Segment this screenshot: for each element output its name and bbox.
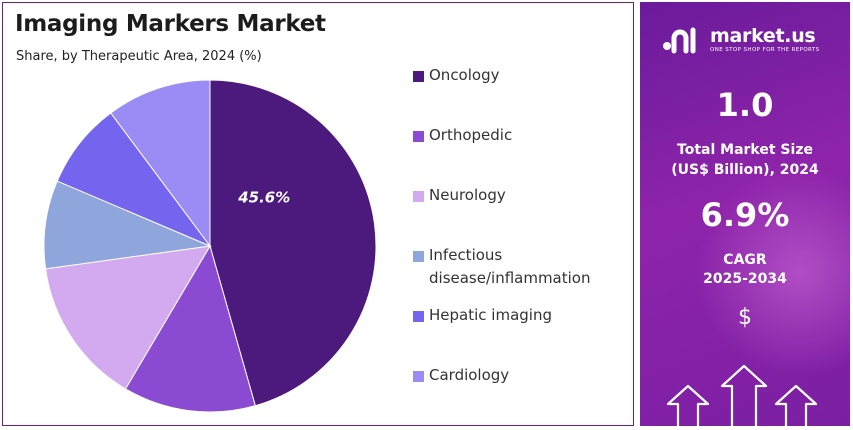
legend-label: Cardiology bbox=[429, 366, 510, 384]
brand-logo: market.us ONE STOP SHOP FOR THE REPORTS bbox=[660, 24, 820, 54]
summary-panel: market.us ONE STOP SHOP FOR THE REPORTS … bbox=[640, 2, 850, 426]
legend-item-oncology: Oncology bbox=[413, 66, 633, 87]
legend-label: Infectious disease/inflammation bbox=[429, 244, 590, 290]
chart-subtitle: Share, by Therapeutic Area, 2024 (%) bbox=[16, 49, 262, 64]
pie-slice-neurology bbox=[45, 245, 211, 390]
pie-slice-hepatic-imaging bbox=[56, 112, 212, 248]
brand-name: market.us bbox=[710, 24, 816, 47]
legend-label: Oncology bbox=[429, 66, 500, 84]
chart-panel: Imaging Markers Market Share, by Therape… bbox=[2, 2, 634, 426]
market-us-logo-icon bbox=[663, 27, 696, 54]
cagr-label-line1: CAGR bbox=[723, 252, 767, 268]
legend-label: Neurology bbox=[429, 186, 506, 204]
market-size-value: 1.0 bbox=[716, 86, 774, 124]
legend-item-orthopedic: Orthopedic bbox=[413, 126, 633, 147]
legend-label: Orthopedic bbox=[429, 126, 513, 144]
pie-slice-infectious-disease-inflammation bbox=[43, 180, 212, 270]
legend-label-line2: disease/inflammation bbox=[429, 269, 591, 287]
market-size-label-line1: Total Market Size bbox=[677, 142, 813, 158]
legend-label-line1: Infectious bbox=[429, 246, 503, 264]
chart-title: Imaging Markers Market bbox=[15, 11, 326, 37]
pie-slice-orthopedic bbox=[124, 244, 256, 413]
legend-swatch bbox=[413, 191, 424, 202]
pie-slice-cardiology bbox=[110, 79, 211, 248]
legend-swatch bbox=[413, 71, 424, 82]
growth-arrows-icon bbox=[666, 364, 818, 426]
dollar-icon: $ bbox=[738, 305, 752, 330]
cagr-label-line2: 2025-2034 bbox=[703, 271, 787, 287]
legend-swatch bbox=[413, 371, 424, 382]
brand-tagline: ONE STOP SHOP FOR THE REPORTS bbox=[710, 46, 820, 53]
legend-swatch bbox=[413, 131, 424, 142]
background-glow bbox=[700, 162, 850, 382]
pie-chart: 45.6% bbox=[43, 79, 377, 413]
legend-item-cardiology: Cardiology bbox=[413, 366, 633, 387]
legend-swatch bbox=[413, 251, 424, 262]
legend-label: Hepatic imaging bbox=[429, 306, 552, 324]
market-size-label-line2: (US$ Billion), 2024 bbox=[671, 162, 819, 178]
pie-slice-oncology bbox=[209, 79, 377, 407]
legend-swatch bbox=[413, 311, 424, 322]
pie-data-label: 45.6% bbox=[237, 188, 290, 206]
legend-item-neurology: Neurology bbox=[413, 186, 633, 207]
legend-item-infectious: Infectious disease/inflammation bbox=[413, 244, 633, 290]
cagr-value: 6.9% bbox=[700, 196, 790, 234]
legend-item-hepatic: Hepatic imaging bbox=[413, 306, 633, 327]
